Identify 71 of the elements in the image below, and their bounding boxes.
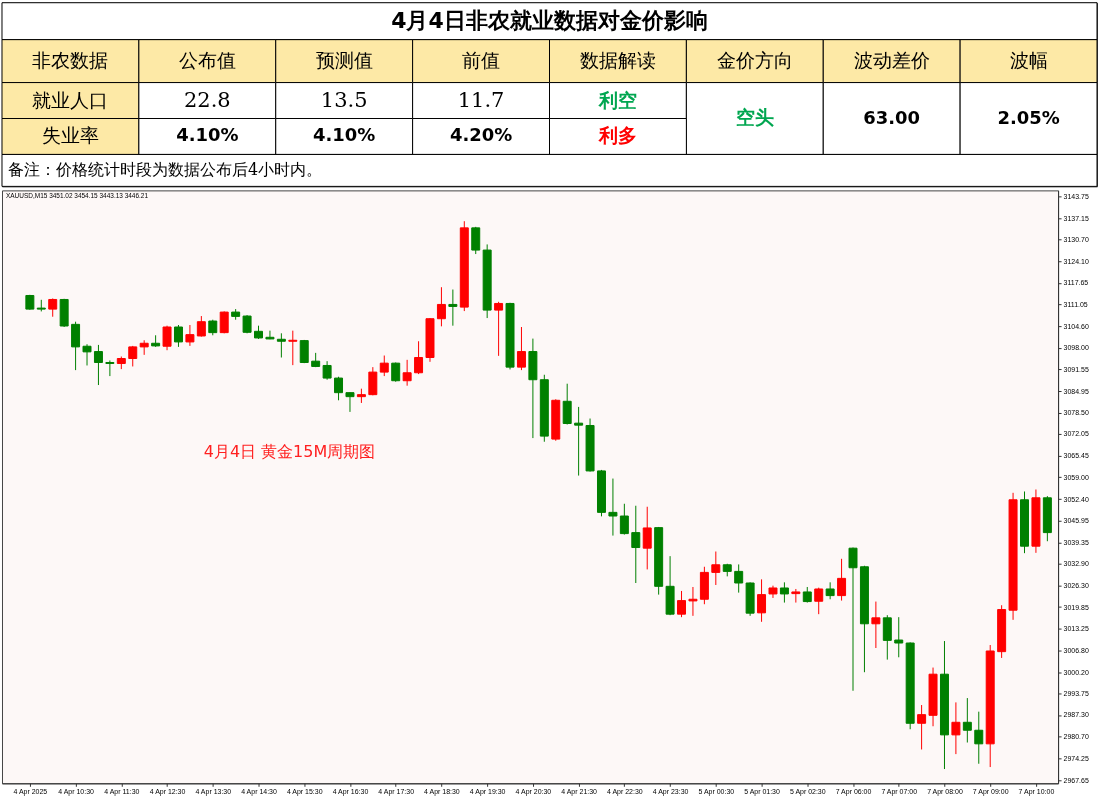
candlestick: [894, 616, 904, 658]
text: 4月4日非农就业数据对金价影响: [391, 8, 708, 34]
candlestick: [414, 340, 424, 375]
candlestick: [379, 355, 389, 377]
candlestick: [974, 711, 984, 765]
candlestick: [265, 330, 275, 340]
candlestick: [825, 581, 835, 600]
candlestick: [288, 330, 298, 366]
candlestick: [757, 578, 767, 623]
candlestick: [619, 503, 629, 536]
text: 波动差价: [853, 49, 930, 72]
candlestick: [917, 704, 927, 750]
annotation: 4月4日 黄金15M周期图: [203, 441, 376, 461]
text: 2.05%: [997, 106, 1060, 128]
candlestick: [185, 324, 195, 347]
candlestick: [82, 343, 92, 366]
text: 利多: [597, 124, 637, 147]
candlestick: [608, 478, 618, 537]
candlestick: [93, 344, 103, 386]
candlestick: [814, 587, 824, 615]
candlestick: [471, 226, 481, 255]
candlestick: [677, 590, 687, 618]
candlestick: [276, 332, 286, 359]
candlestick: [105, 360, 115, 377]
candlestick: [631, 505, 641, 584]
text: 4.10%: [313, 124, 376, 146]
text: 22.8: [183, 87, 231, 112]
candlestick: [71, 321, 81, 371]
candlestick: [837, 558, 847, 602]
text: 金价方向: [716, 49, 793, 72]
text: 非农数据: [32, 49, 109, 72]
text: 4.20%: [449, 124, 513, 146]
candlestick: [173, 324, 183, 348]
candlestick: [882, 614, 892, 661]
text: 空头: [735, 106, 774, 129]
text: 4.10%: [176, 124, 239, 146]
candlestick: [196, 315, 206, 338]
candlestick: [574, 406, 584, 477]
candlestick: [345, 391, 355, 413]
candlestick: [516, 326, 526, 371]
candlestick: [48, 297, 58, 318]
candlestick: [494, 301, 504, 357]
candlestick: [402, 359, 412, 387]
candlestick: [162, 325, 172, 351]
candlestick: [688, 586, 698, 617]
text: 利空: [597, 88, 637, 111]
candlestick: [711, 551, 721, 586]
candlestick: [962, 697, 972, 744]
candlestick: [779, 581, 789, 604]
text: 11.7: [457, 87, 505, 112]
candlestick: [436, 286, 446, 327]
candlestick: [322, 360, 332, 381]
candlestick: [368, 366, 378, 396]
text: 数据解读: [579, 49, 656, 72]
candlestick: [848, 547, 858, 692]
candlestick: [734, 563, 744, 594]
text: 公布值: [178, 49, 236, 72]
text: 预测值: [315, 49, 373, 72]
candlestick: [951, 701, 961, 755]
text: 就业人口: [32, 88, 109, 111]
text: 13.5: [320, 87, 368, 112]
candlestick: [391, 361, 401, 383]
text: 失业率: [41, 124, 99, 147]
candlestick: [562, 383, 572, 425]
text: 63.00: [863, 106, 921, 128]
text: 波幅: [1009, 49, 1048, 72]
text: 备注：价格统计时段为数据公布后4小时内。: [7, 160, 323, 180]
candlestick: [642, 506, 652, 570]
text: 前值: [462, 49, 501, 72]
candlestick: [448, 289, 458, 327]
candlestick: [871, 601, 881, 649]
